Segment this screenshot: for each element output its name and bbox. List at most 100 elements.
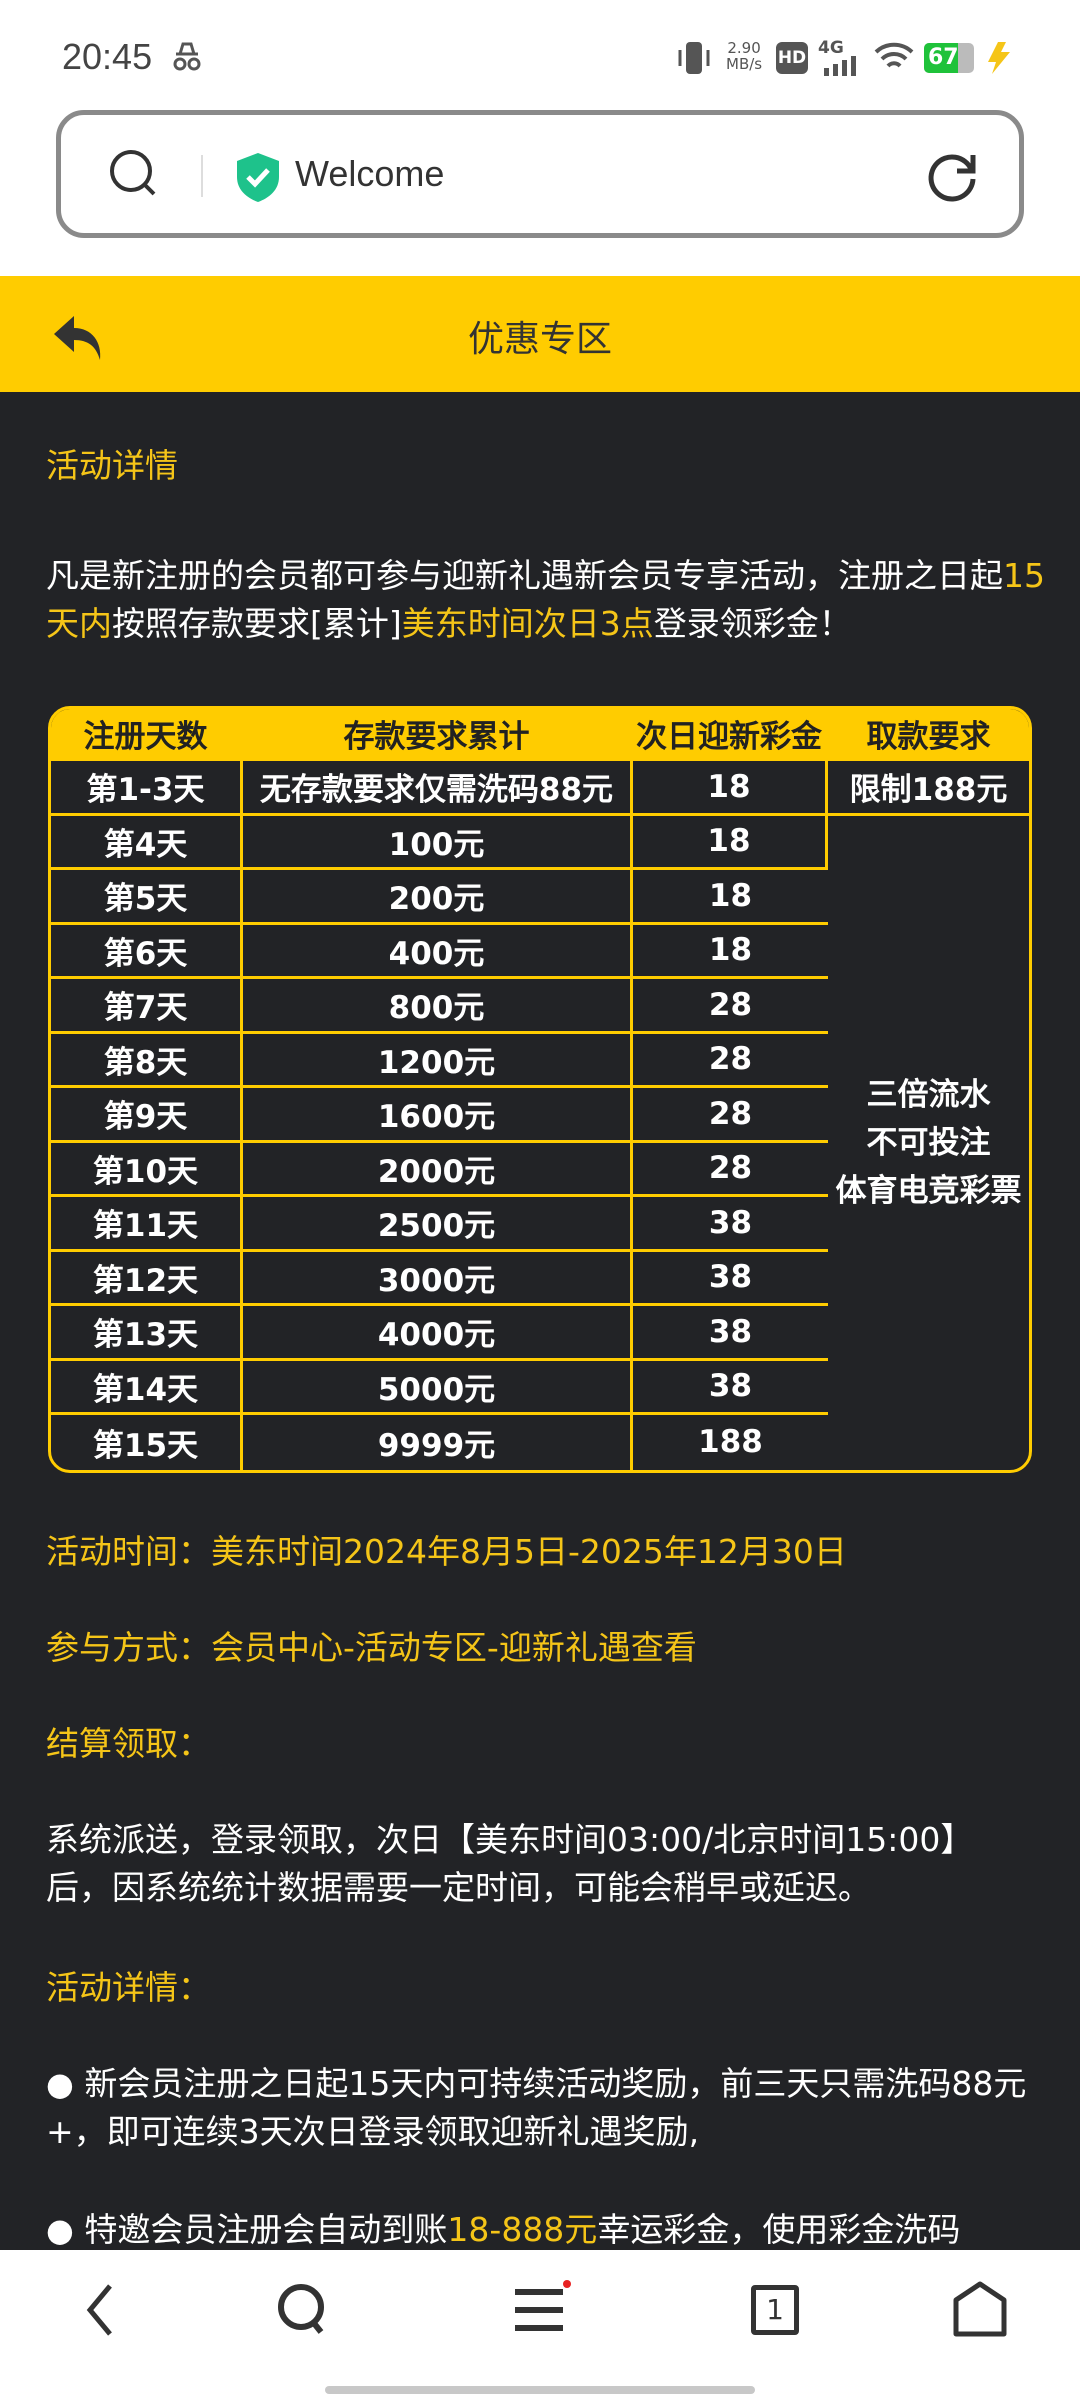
table-cell: 9999元 bbox=[243, 1415, 633, 1470]
intro-text: 凡是新注册的会员都可参与迎新礼遇新会员专享活动，注册之日起15天内按照存款要求[… bbox=[46, 552, 1046, 648]
intro-highlight: 美东时间次日3点 bbox=[401, 604, 654, 643]
network-speed: 2.90 MB/s bbox=[726, 40, 762, 72]
table-cell: 第11天 bbox=[51, 1197, 243, 1252]
promo-content: 活动详情 凡是新注册的会员都可参与迎新礼遇新会员专享活动，注册之日起15天内按照… bbox=[0, 392, 1080, 2250]
tab-count: 1 bbox=[751, 2285, 799, 2335]
table-cell: 第6天 bbox=[51, 924, 243, 979]
page-title-url[interactable]: Welcome bbox=[295, 153, 445, 194]
table-cell: 38 bbox=[633, 1306, 828, 1361]
table-cell: 400元 bbox=[243, 924, 633, 979]
table-cell: 第10天 bbox=[51, 1142, 243, 1197]
table-row: 第10天 2000元 28 bbox=[51, 1142, 1029, 1197]
table-cell: 第14天 bbox=[51, 1360, 243, 1415]
status-time: 20:45 bbox=[62, 36, 153, 77]
table-cell: 1600元 bbox=[243, 1088, 633, 1143]
intro-part: 登录领彩金！ bbox=[653, 604, 852, 643]
table-row: 第13天 4000元 38 bbox=[51, 1306, 1029, 1361]
table-cell: 188 bbox=[698, 1424, 763, 1461]
table-cell: 1200元 bbox=[243, 1033, 633, 1088]
page-header: 优惠专区 bbox=[0, 276, 1080, 392]
reload-icon[interactable] bbox=[925, 149, 981, 205]
gesture-handle[interactable] bbox=[325, 2386, 755, 2394]
table-cell: 3000元 bbox=[243, 1251, 633, 1306]
withdraw-line: 三倍流水 bbox=[866, 1076, 991, 1113]
table-cell: 5000元 bbox=[243, 1360, 633, 1415]
intro-part: 凡是新注册的会员都可参与迎新礼遇新会员专享活动，注册之日起 bbox=[46, 556, 1003, 595]
table-cell: 38 bbox=[633, 1197, 828, 1252]
table-cell: 18 bbox=[633, 870, 828, 925]
chevron-left-icon bbox=[86, 2284, 112, 2336]
nav-home-button[interactable] bbox=[940, 2270, 1020, 2350]
nav-search-button[interactable] bbox=[263, 2270, 343, 2350]
table-row: 第6天 400元 18 bbox=[51, 924, 1029, 979]
search-icon bbox=[278, 2284, 324, 2334]
speed-unit: MB/s bbox=[726, 55, 763, 73]
table-cell: 38 bbox=[633, 1361, 828, 1415]
table-cell: 第9天 bbox=[51, 1088, 243, 1143]
column-header: 存款要求累计 bbox=[243, 709, 633, 761]
table-cell: 第1-3天 bbox=[51, 761, 243, 816]
address-bar[interactable]: Welcome bbox=[56, 110, 1024, 238]
intro-part: 按照存款要求[累计] bbox=[112, 604, 402, 643]
table-cell: 无存款要求仅需洗码88元 bbox=[243, 761, 633, 816]
back-arrow-icon[interactable] bbox=[52, 314, 106, 362]
table-cell: 第8天 bbox=[51, 1033, 243, 1088]
table-cell: 第5天 bbox=[51, 870, 243, 925]
bullet-icon: ● bbox=[46, 2065, 74, 2103]
hd-icon: HD bbox=[776, 42, 808, 74]
table-cell: 28 bbox=[633, 979, 828, 1034]
table-row: 第11天 2500元 38 bbox=[51, 1197, 1029, 1252]
nav-back-button[interactable] bbox=[60, 2270, 140, 2350]
table-cell: 第12天 bbox=[51, 1251, 243, 1306]
settlement-title: 结算领取： bbox=[46, 1724, 211, 1763]
withdraw-line: 体育电竞彩票 bbox=[835, 1172, 1022, 1209]
bullet-text: 特邀会员注册会自动到账 bbox=[84, 2210, 448, 2249]
table-cell: 第13天 bbox=[51, 1306, 243, 1361]
status-bar: 20:45 2.90 MB/s HD 4G 67 bbox=[0, 0, 1080, 110]
table-row: 第7天 800元 28 bbox=[51, 979, 1029, 1034]
search-icon[interactable] bbox=[107, 147, 163, 203]
home-icon bbox=[953, 2281, 1007, 2337]
bonus-table: 注册天数 存款要求累计 次日迎新彩金 取款要求 第1-3天 无存款要求仅需洗码88元 18… bbox=[48, 706, 1032, 1473]
table-cell: 第15天 bbox=[51, 1415, 243, 1470]
intro-highlight: 15天内 bbox=[46, 556, 1045, 643]
participation: 参与方式：会员中心-活动专区-迎新礼遇查看 bbox=[46, 1628, 697, 1667]
speed-value: 2.90 bbox=[727, 39, 761, 57]
table-row: 第5天 200元 18 bbox=[51, 870, 1029, 925]
section-title: 活动详情 bbox=[46, 446, 178, 485]
network-type: 4G bbox=[818, 38, 844, 58]
wifi-icon bbox=[874, 42, 914, 68]
table-cell: 28 bbox=[633, 1034, 828, 1088]
table-cell: 2500元 bbox=[243, 1197, 633, 1252]
table-cell: 18 bbox=[633, 815, 828, 870]
table-cell: 第7天 bbox=[51, 979, 243, 1034]
column-header: 注册天数 bbox=[51, 709, 243, 761]
activity-time: 活动时间：美东时间2024年8月5日-2025年12月30日 bbox=[46, 1532, 847, 1571]
table-cell: 18 bbox=[633, 925, 828, 979]
table-row: 第1-3天 无存款要求仅需洗码88元 18 限制188元 bbox=[51, 761, 1029, 816]
bullet-highlight: 18-888元 bbox=[447, 2210, 598, 2249]
table-cell: 2000元 bbox=[243, 1142, 633, 1197]
table-row: 第12天 3000元 38 bbox=[51, 1251, 1029, 1306]
column-header: 次日迎新彩金 bbox=[633, 709, 828, 761]
charging-icon bbox=[988, 42, 1010, 74]
table-cell: 800元 bbox=[243, 979, 633, 1034]
table-cell: 4000元 bbox=[243, 1306, 633, 1361]
table-cell: 第4天 bbox=[51, 815, 243, 870]
table-cell: 200元 bbox=[243, 870, 633, 925]
bottom-nav: 1 bbox=[0, 2250, 1080, 2400]
bullet-icon: ● bbox=[46, 2211, 74, 2249]
incognito-icon bbox=[173, 42, 201, 71]
column-header: 取款要求 bbox=[828, 709, 1029, 761]
divider bbox=[201, 155, 203, 197]
battery-icon: 67 bbox=[924, 43, 974, 73]
nav-tabs-button[interactable]: 1 bbox=[735, 2270, 815, 2350]
menu-icon bbox=[515, 2280, 571, 2331]
nav-menu-button[interactable] bbox=[500, 2270, 580, 2350]
table-cell: 18 bbox=[633, 761, 828, 816]
table-row: 第15天 9999元 188 bbox=[51, 1415, 1029, 1470]
page-title: 优惠专区 bbox=[467, 319, 612, 360]
bullet-text: 幸运彩金，使用彩金洗码 bbox=[597, 2210, 961, 2249]
table-cell: 100元 bbox=[243, 815, 633, 870]
withdraw-requirement: 三倍流水 不可投注 体育电竞彩票 bbox=[828, 816, 1029, 1470]
